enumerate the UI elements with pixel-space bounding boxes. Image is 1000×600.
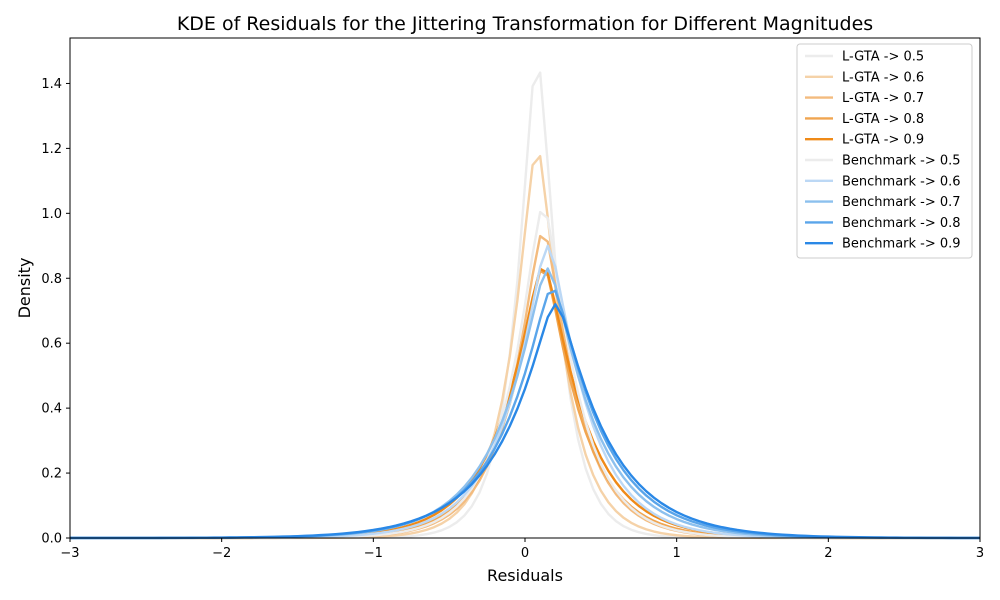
x-tick-label: 2 [824, 546, 832, 561]
legend-label: Benchmark -> 0.8 [842, 216, 961, 231]
y-tick-label: 0.6 [41, 337, 62, 352]
y-tick-label: 0.4 [41, 402, 62, 417]
x-axis-title: Residuals [487, 566, 563, 585]
x-tick-label: −3 [60, 546, 79, 561]
y-tick-label: 1.0 [41, 207, 62, 222]
y-axis-title: Density [15, 258, 34, 319]
x-tick-label: 1 [673, 546, 681, 561]
y-tick-label: 0.0 [41, 532, 62, 547]
legend-label: L-GTA -> 0.6 [842, 70, 924, 85]
chart-title: KDE of Residuals for the Jittering Trans… [177, 13, 873, 35]
x-tick-label: 3 [976, 546, 984, 561]
legend: L-GTA -> 0.5 L-GTA -> 0.6 L-GTA -> 0.7 L-GT… [796, 43, 973, 259]
y-tick-label: 1.4 [41, 77, 62, 92]
y-tick-label: 0.2 [41, 467, 62, 482]
x-tick-label: −1 [364, 546, 383, 561]
legend-label: Benchmark -> 0.7 [842, 195, 961, 210]
legend-label: L-GTA -> 0.9 [842, 133, 924, 148]
legend-label: L-GTA -> 0.8 [842, 112, 924, 127]
legend-label: L-GTA -> 0.5 [842, 50, 924, 65]
x-tick-label: −2 [212, 546, 231, 561]
legend-label: L-GTA -> 0.7 [842, 91, 924, 106]
x-axis: −3 −2 −1 0 1 2 3 [60, 538, 984, 561]
legend-label: Benchmark -> 0.5 [842, 154, 961, 169]
y-axis: 0.0 0.2 0.4 0.6 0.8 1.0 1.2 1.4 [41, 77, 70, 547]
y-tick-label: 1.2 [41, 142, 62, 157]
y-tick-label: 0.8 [41, 272, 62, 287]
legend-label: Benchmark -> 0.9 [842, 237, 961, 252]
x-tick-label: 0 [521, 546, 529, 561]
legend-box [796, 43, 973, 259]
legend-label: Benchmark -> 0.6 [842, 174, 961, 189]
